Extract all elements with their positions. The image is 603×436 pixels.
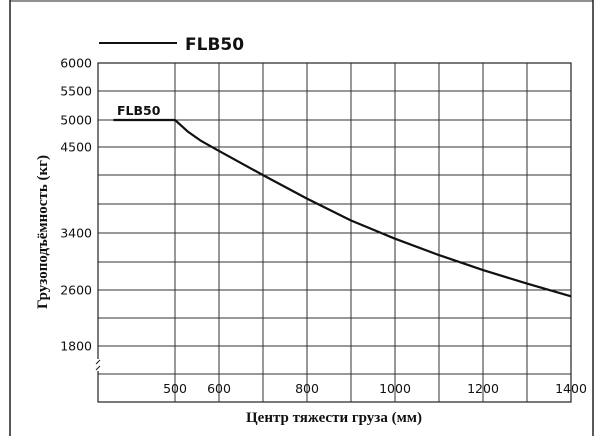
series-label-flb50: FLB50 [117, 103, 161, 118]
x-axis-title: Центр тяжести груза (мм) [246, 410, 422, 426]
y-tick-label-1800: 1800 [60, 339, 92, 354]
x-tick-label-1000: 1000 [379, 381, 411, 396]
x-tick-label-500: 500 [163, 381, 187, 396]
y-tick-label-4500: 4500 [60, 140, 92, 155]
y-tick-label-3400: 3400 [60, 226, 92, 241]
y-tick-label-2600: 2600 [60, 283, 92, 298]
x-tick-labels: 500 600 800 1000 1200 1400 [163, 381, 587, 396]
x-tick-label-600: 600 [207, 381, 231, 396]
gridlines [98, 63, 571, 402]
series-line-flb50 [113, 118, 572, 298]
x-tick-label-800: 800 [295, 381, 319, 396]
plot-border [97, 62, 572, 403]
x-tick-label-1400: 1400 [555, 381, 587, 396]
legend: FLB50 [99, 35, 244, 55]
y-axis-title: Грузоподъёмность (кг) [35, 155, 51, 309]
y-tick-label-5500: 5500 [60, 84, 92, 99]
x-tick-label-1200: 1200 [467, 381, 499, 396]
y-axis-break-icon [94, 359, 102, 371]
legend-label: FLB50 [185, 35, 244, 55]
plot-area: 1800 2600 3400 4500 5000 5500 6000 500 600 800 10… [60, 56, 587, 403]
y-tick-label-5000: 5000 [60, 113, 92, 128]
y-tick-label-6000: 6000 [60, 56, 92, 71]
y-tick-labels: 1800 2600 3400 4500 5000 5500 6000 [60, 56, 92, 354]
